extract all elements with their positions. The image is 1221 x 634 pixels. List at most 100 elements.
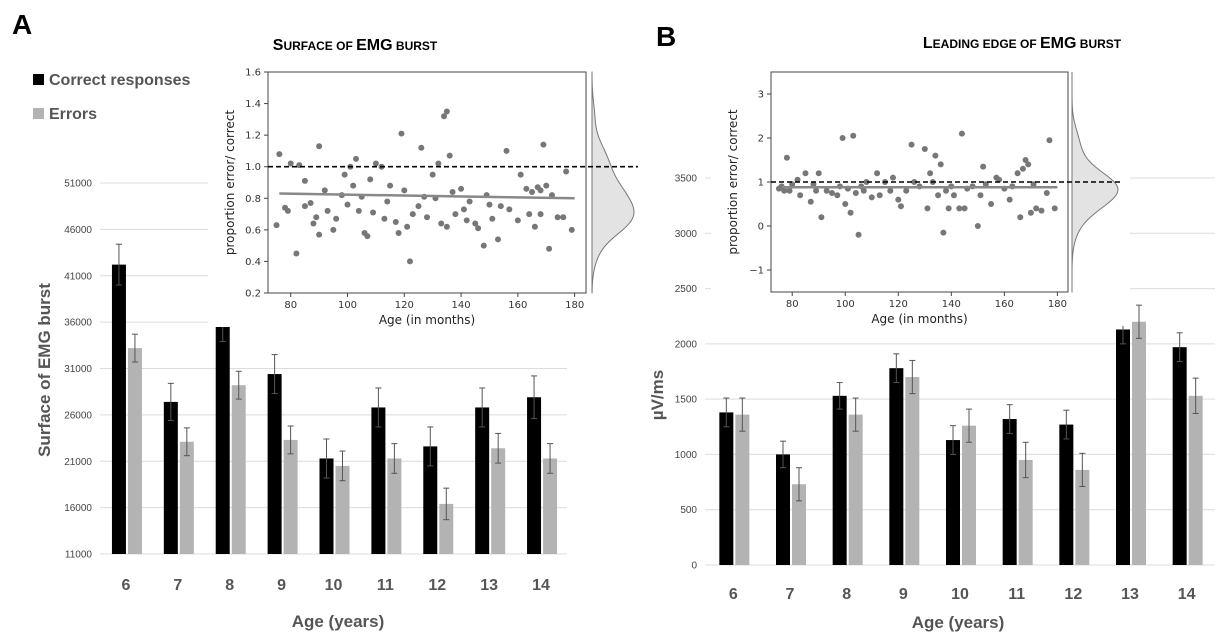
scatter-point <box>480 242 487 249</box>
inset-x-tick-label: 80 <box>284 300 297 311</box>
scatter-point <box>1046 137 1053 144</box>
scatter-point <box>409 211 416 218</box>
scatter-point <box>458 185 465 192</box>
scatter-point <box>494 236 501 243</box>
scatter-point <box>876 192 883 199</box>
inset-x-axis-label: Age (in months) <box>871 312 967 326</box>
scatter-point <box>284 207 291 214</box>
scatter-point <box>813 187 820 194</box>
bar-correct <box>776 454 790 565</box>
scatter-point <box>301 203 308 210</box>
scatter-point <box>333 215 340 222</box>
scatter-point <box>387 182 394 189</box>
scatter-point <box>446 152 453 159</box>
scatter-point <box>276 151 283 158</box>
scatter-point <box>355 207 362 214</box>
scatter-point <box>384 198 391 205</box>
x-tick-label: 10 <box>325 577 343 594</box>
scatter-point <box>568 226 575 233</box>
scatter-point <box>868 194 875 201</box>
scatter-point <box>1014 170 1021 177</box>
scatter-point <box>932 152 939 159</box>
scatter-point <box>911 179 918 185</box>
x-tick-label: 13 <box>480 577 498 594</box>
scatter-point <box>401 187 408 194</box>
bar-errors <box>905 377 920 565</box>
scatter-point <box>418 144 425 151</box>
scatter-point <box>472 220 479 227</box>
panel-b: B LEADING EDGE OF EMG BURST05001000150020… <box>648 21 1215 632</box>
inset-y-tick-label: 1.4 <box>245 99 261 110</box>
inset-y-axis-label: proportion error/ correct <box>223 110 237 256</box>
legend-label: Correct responses <box>49 72 190 89</box>
inset-y-tick-label: 1.2 <box>245 131 261 142</box>
bar-errors <box>335 465 350 554</box>
scatter-point <box>537 187 544 194</box>
inset-x-tick-label: 100 <box>338 300 357 311</box>
bar-errors <box>848 414 863 565</box>
scatter-point <box>301 177 308 184</box>
scatter-point <box>372 160 379 167</box>
panel-a: A SURFACE OF EMG BURST 11000 16000 21000 2600… <box>12 9 644 631</box>
bar-errors <box>1075 469 1090 565</box>
scatter-point <box>895 196 902 203</box>
inset-x-tick-label: 140 <box>452 300 471 311</box>
scatter-point <box>364 233 371 240</box>
legend-swatch <box>33 108 44 119</box>
chart-title: SURFACE OF EMG BURST <box>273 37 438 54</box>
bar-errors <box>543 458 558 554</box>
scatter-point <box>475 225 482 232</box>
scatter-point <box>452 211 459 218</box>
scatter-point <box>839 135 846 141</box>
scatter-point <box>526 211 533 218</box>
x-tick-label: 7 <box>786 586 795 603</box>
scatter-point <box>786 187 793 194</box>
inset-x-tick-label: 160 <box>995 299 1014 310</box>
scatter-point <box>273 222 280 229</box>
scatter-point <box>316 231 323 238</box>
scatter-point <box>980 163 987 170</box>
inset-x-tick-label: 80 <box>786 299 799 310</box>
scatter-point <box>1025 161 1032 168</box>
inset-x-tick-label: 180 <box>1048 299 1067 310</box>
inset-y-tick-label: −1 <box>749 266 764 277</box>
bar-correct <box>267 374 282 554</box>
x-tick-label: 10 <box>951 586 969 603</box>
scatter-point <box>307 200 314 207</box>
scatter-point <box>529 188 536 195</box>
bar-errors <box>1132 321 1146 565</box>
inset-y-tick-label: 2 <box>758 134 764 145</box>
scatter-point <box>463 217 470 224</box>
scatter-point <box>908 141 915 148</box>
bar-correct <box>423 446 438 554</box>
bar-errors <box>387 458 402 554</box>
inset-x-tick-label: 120 <box>889 299 908 310</box>
legend-swatch <box>33 74 44 85</box>
scatter-point <box>543 182 550 189</box>
scatter-point <box>1006 196 1013 203</box>
scatter-point <box>517 171 524 178</box>
inset-y-tick-label: 0.4 <box>245 257 261 268</box>
bar-errors <box>179 441 194 554</box>
scatter-point <box>514 217 521 224</box>
scatter-point <box>370 209 377 216</box>
bar-correct <box>889 368 904 565</box>
x-tick-label: 6 <box>121 577 130 594</box>
bar-correct <box>215 321 230 554</box>
bar-correct <box>832 395 847 565</box>
scatter-point <box>940 229 947 236</box>
scatter-point <box>1051 205 1058 212</box>
scatter-point <box>1033 205 1040 212</box>
scatter-point <box>353 155 360 162</box>
scatter-point <box>850 132 857 139</box>
scatter-point <box>287 160 294 167</box>
bar-correct <box>719 412 734 565</box>
scatter-point <box>324 207 331 214</box>
scatter-point <box>321 187 328 194</box>
scatter-point <box>424 214 430 221</box>
bar-correct <box>1002 419 1017 565</box>
inset-y-tick-label: 1.0 <box>245 162 261 173</box>
inset-y-tick-label: 1 <box>758 178 764 189</box>
scatter-point <box>503 147 510 154</box>
